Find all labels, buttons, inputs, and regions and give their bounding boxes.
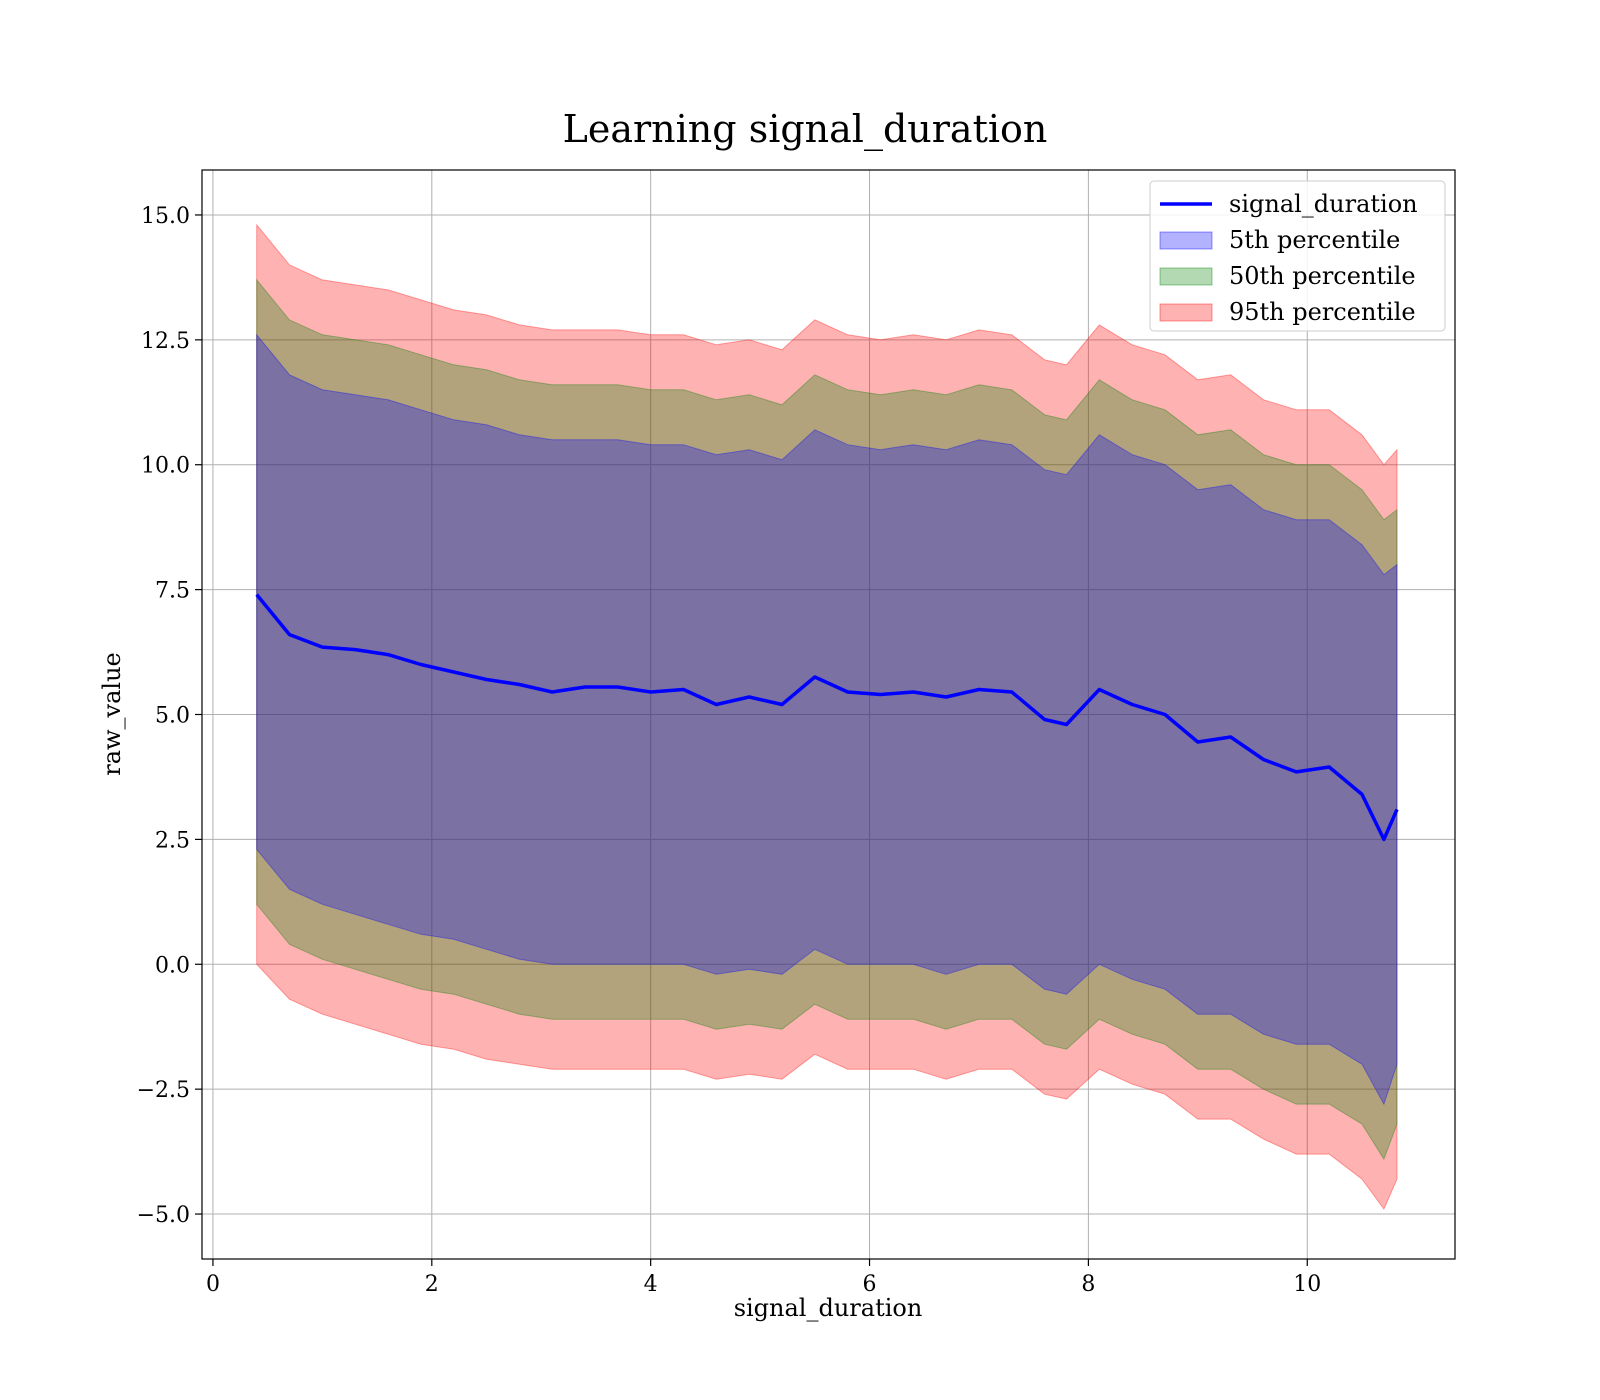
x-tick-label: 0 (206, 1272, 220, 1297)
y-tick-label: −2.5 (137, 1078, 190, 1103)
x-tick-label: 2 (425, 1272, 439, 1297)
x-tick-label: 6 (863, 1272, 877, 1297)
legend-label-5th-percentile: 5th percentile (1229, 226, 1400, 254)
y-tick-label: 7.5 (155, 579, 190, 604)
y-tick-label: 15.0 (141, 204, 190, 229)
y-tick-label: 5.0 (155, 704, 190, 729)
x-ticks: 0 2 4 6 8 10 (206, 1259, 1321, 1297)
x-tick-label: 8 (1081, 1272, 1095, 1297)
legend-label-95th-percentile: 95th percentile (1229, 298, 1416, 326)
legend-swatch-95th-percentile (1159, 303, 1213, 322)
signal-line-layer (255, 593, 1399, 842)
y-axis-title: raw_value (98, 652, 126, 776)
y-ticks: −5.0 −2.5 0.0 2.5 5.0 7.5 10.0 12.5 15.0 (137, 204, 202, 1228)
legend: signal_duration 5th percentile 50th percen… (1149, 180, 1446, 332)
legend-box (1149, 180, 1446, 332)
percentile-bands (256, 223, 1398, 1210)
band-95th-percentile (256, 223, 1398, 1210)
y-tick-label: 12.5 (141, 329, 190, 354)
legend-swatch-5th-percentile (1159, 231, 1213, 250)
x-axis-title: signal_duration (734, 1294, 923, 1322)
band-50th-percentile (256, 278, 1398, 1161)
legend-label-signal-duration: signal_duration (1229, 190, 1418, 218)
y-tick-label: 10.0 (141, 454, 190, 479)
x-tick-label: 4 (644, 1272, 658, 1297)
chart-title: Learning signal_duration (563, 107, 1048, 152)
x-tick-label: 10 (1293, 1272, 1321, 1297)
legend-swatch-50th-percentile (1159, 267, 1213, 286)
grid (202, 170, 1455, 1259)
y-tick-label: 0.0 (155, 953, 190, 978)
y-tick-label: −5.0 (137, 1203, 190, 1228)
band-5th-percentile (256, 333, 1398, 1106)
y-tick-label: 2.5 (155, 828, 190, 853)
legend-label-50th-percentile: 50th percentile (1229, 262, 1416, 290)
